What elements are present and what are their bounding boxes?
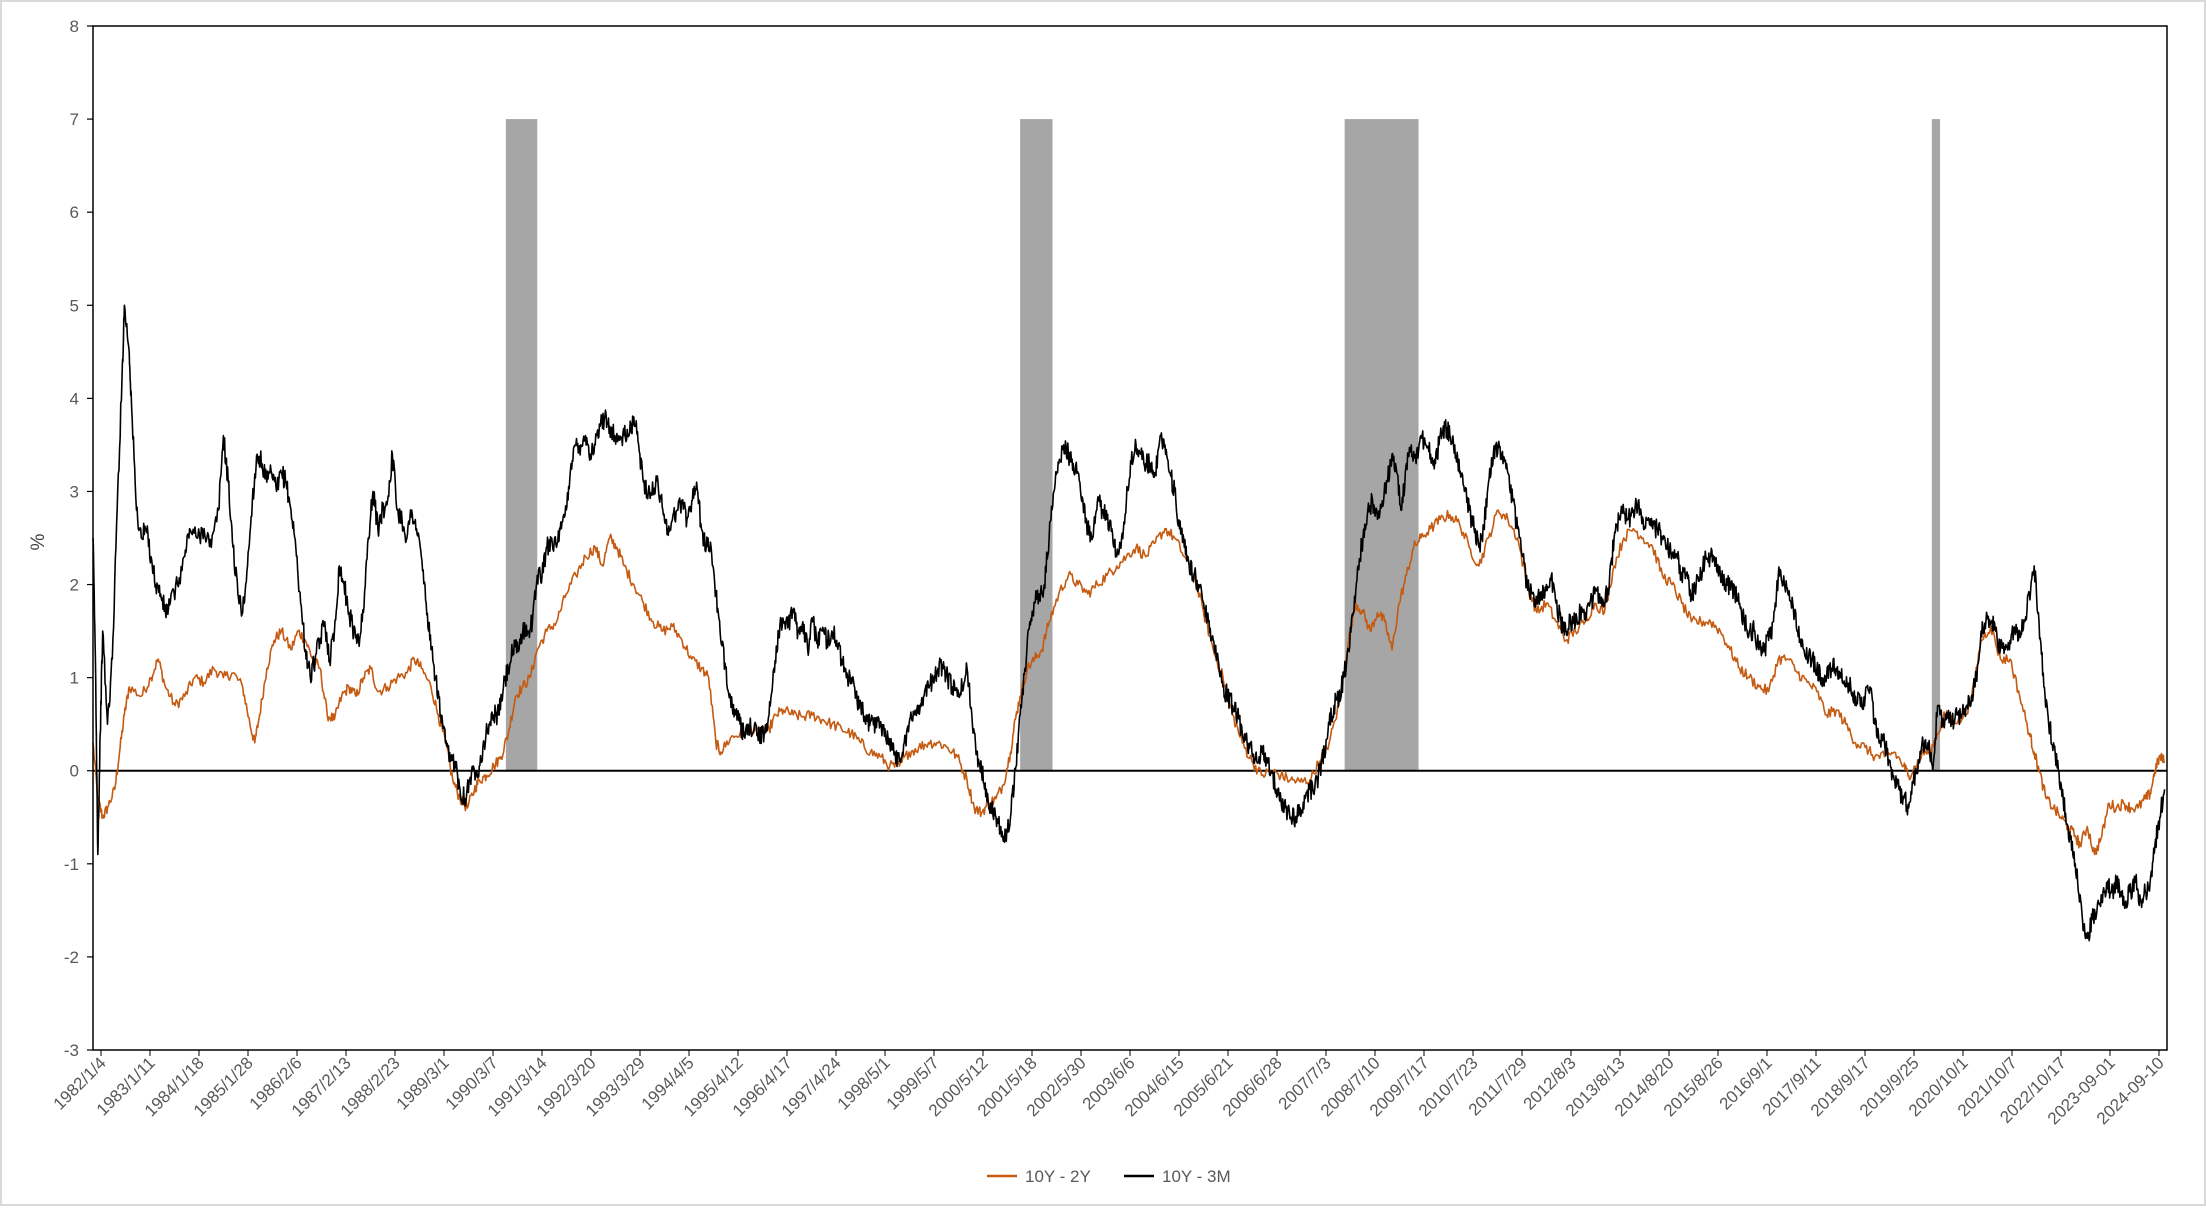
legend: 10Y - 2Y 10Y - 3M bbox=[987, 1167, 1231, 1186]
x-tick-label: 1998/5/1 bbox=[834, 1053, 894, 1113]
recession-shading-group bbox=[505, 119, 1941, 771]
y-tick-label: 4 bbox=[70, 389, 79, 408]
y-tick-label: 8 bbox=[70, 17, 79, 36]
y-tick-label: 7 bbox=[70, 110, 79, 129]
legend-item-10y-3m: 10Y - 3M bbox=[1124, 1167, 1231, 1186]
y-axis-title: % bbox=[28, 533, 49, 550]
series-line-10y-2y bbox=[92, 509, 2166, 856]
y-tick-label: 2 bbox=[70, 576, 79, 595]
recession-bar-1 bbox=[505, 119, 538, 771]
y-tick-label: -2 bbox=[64, 948, 79, 967]
legend-item-10y-2y: 10Y - 2Y bbox=[987, 1167, 1091, 1186]
x-tick-labels: 1982/1/41983/1/111984/1/181985/1/281986/… bbox=[50, 1050, 2168, 1128]
y-tick-labels: -3 -2 -1 0 1 2 3 4 5 6 7 8 bbox=[64, 17, 93, 1060]
y-tick-label: 1 bbox=[70, 669, 79, 688]
y-tick-label: -1 bbox=[64, 855, 79, 874]
recession-bar-4 bbox=[1931, 119, 1941, 771]
y-tick-label: 0 bbox=[70, 762, 79, 781]
series-group bbox=[92, 304, 2166, 942]
legend-label: 10Y - 2Y bbox=[1025, 1167, 1091, 1186]
plot-area-frame bbox=[92, 25, 2168, 1051]
recession-bar-3 bbox=[1344, 119, 1419, 771]
y-tick-label: 6 bbox=[70, 203, 79, 222]
x-tick-label: 1989/3/1 bbox=[393, 1053, 453, 1113]
y-tick-label: 5 bbox=[70, 296, 79, 315]
series-line-10y-3m bbox=[92, 304, 2166, 942]
legend-label: 10Y - 3M bbox=[1162, 1167, 1231, 1186]
y-tick-label: 3 bbox=[70, 482, 79, 501]
axes-group bbox=[92, 25, 2168, 1051]
y-tick-label: -3 bbox=[64, 1041, 79, 1060]
